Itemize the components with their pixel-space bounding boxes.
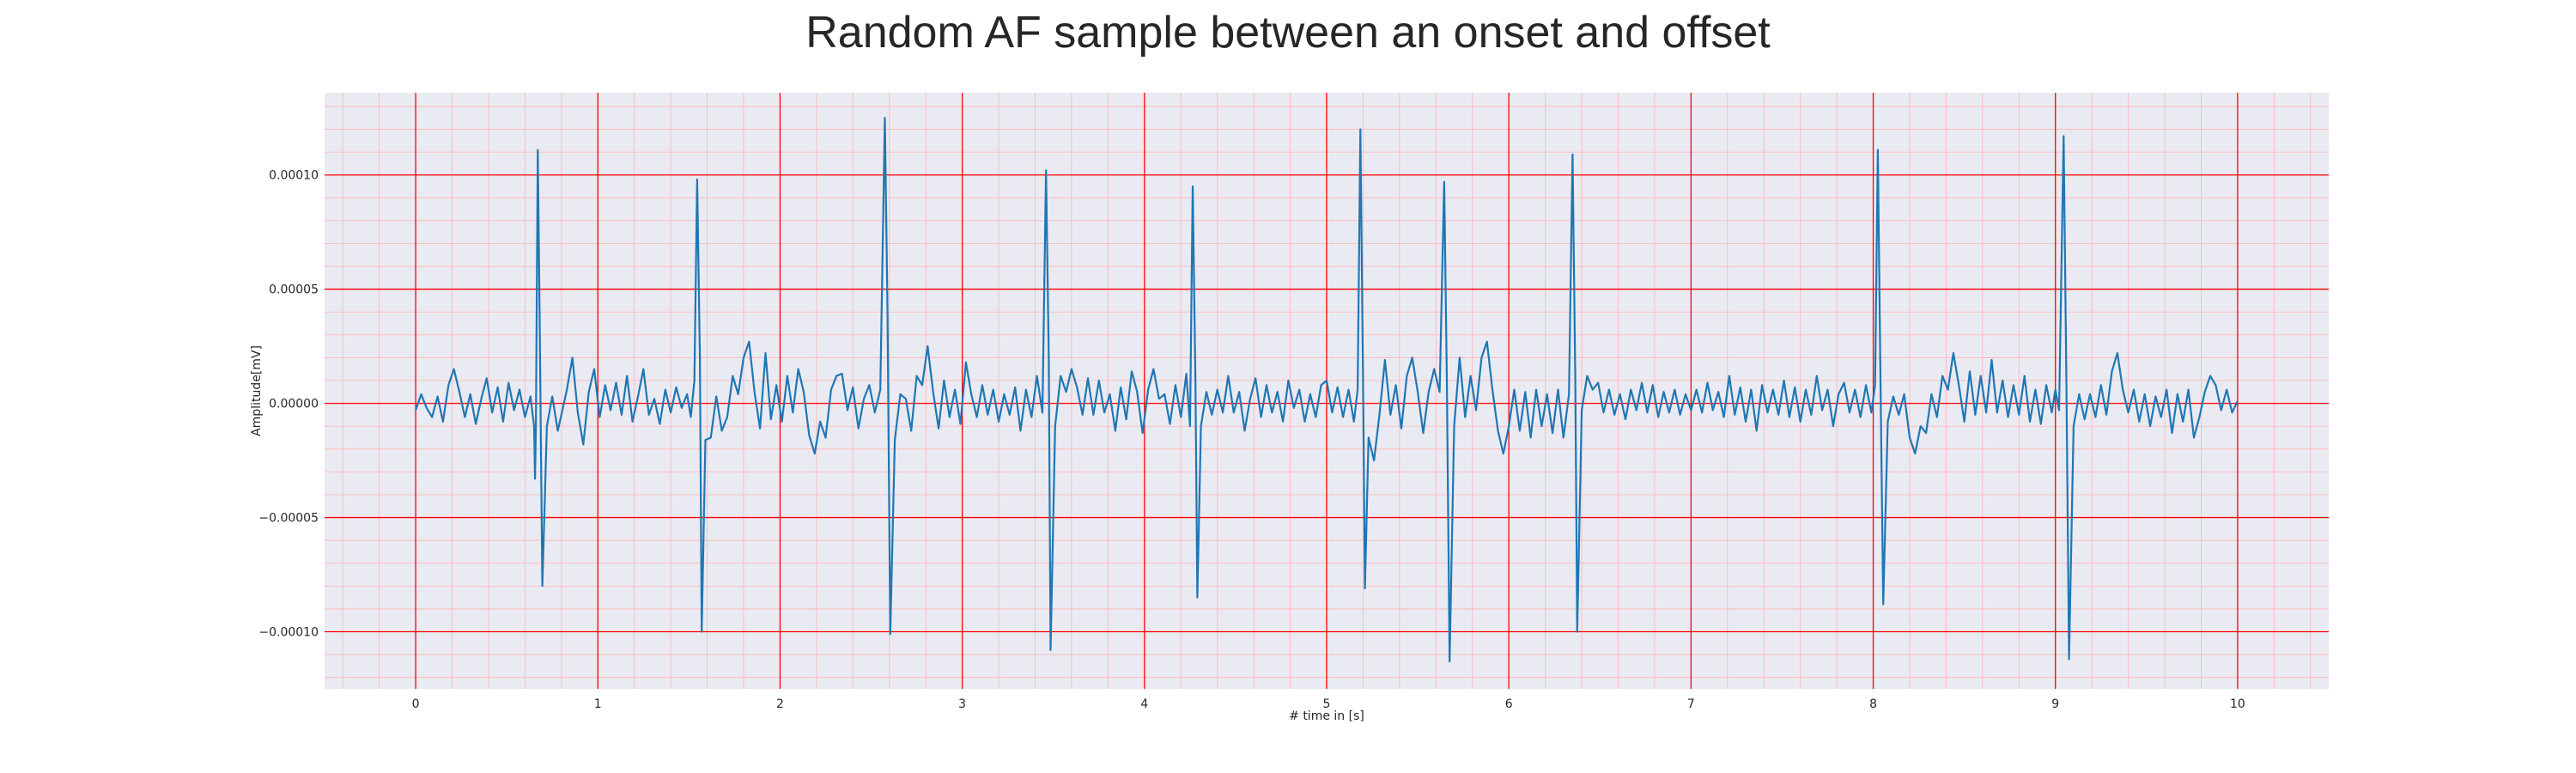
y-tick-label: 0.00000 — [269, 398, 319, 411]
y-tick-label: −0.00005 — [258, 512, 319, 526]
signal-line — [415, 117, 2239, 663]
y-tick-label: −0.00010 — [258, 626, 319, 640]
y-tick-label: 0.00005 — [269, 283, 319, 297]
x-tick-label: 8 — [1869, 697, 1877, 711]
y-axis-label: Amplitude[mV] — [250, 345, 264, 436]
y-tick-label: 0.00010 — [269, 169, 319, 183]
major-grid — [325, 93, 2329, 689]
x-axis-label: # time in [s] — [1289, 709, 1364, 723]
x-tick-label: 7 — [1687, 697, 1695, 711]
x-tick-label: 4 — [1140, 697, 1148, 711]
x-tick-label: 3 — [958, 697, 966, 711]
x-tick-label: 10 — [2230, 697, 2245, 711]
y-tick-labels: −0.00010 −0.00005 0.00000 0.00005 0.00010 — [258, 169, 319, 640]
x-tick-label: 6 — [1505, 697, 1513, 711]
x-tick-label: 9 — [2051, 697, 2059, 711]
chart-title: Random AF sample between an onset and of… — [805, 8, 1771, 58]
x-tick-labels: 0 1 2 3 4 5 6 7 8 9 10 — [412, 697, 2245, 711]
x-tick-label: 2 — [776, 697, 784, 711]
x-tick-label: 0 — [412, 697, 420, 711]
x-tick-label: 1 — [594, 697, 602, 711]
x-tick-label: 5 — [1323, 697, 1331, 711]
